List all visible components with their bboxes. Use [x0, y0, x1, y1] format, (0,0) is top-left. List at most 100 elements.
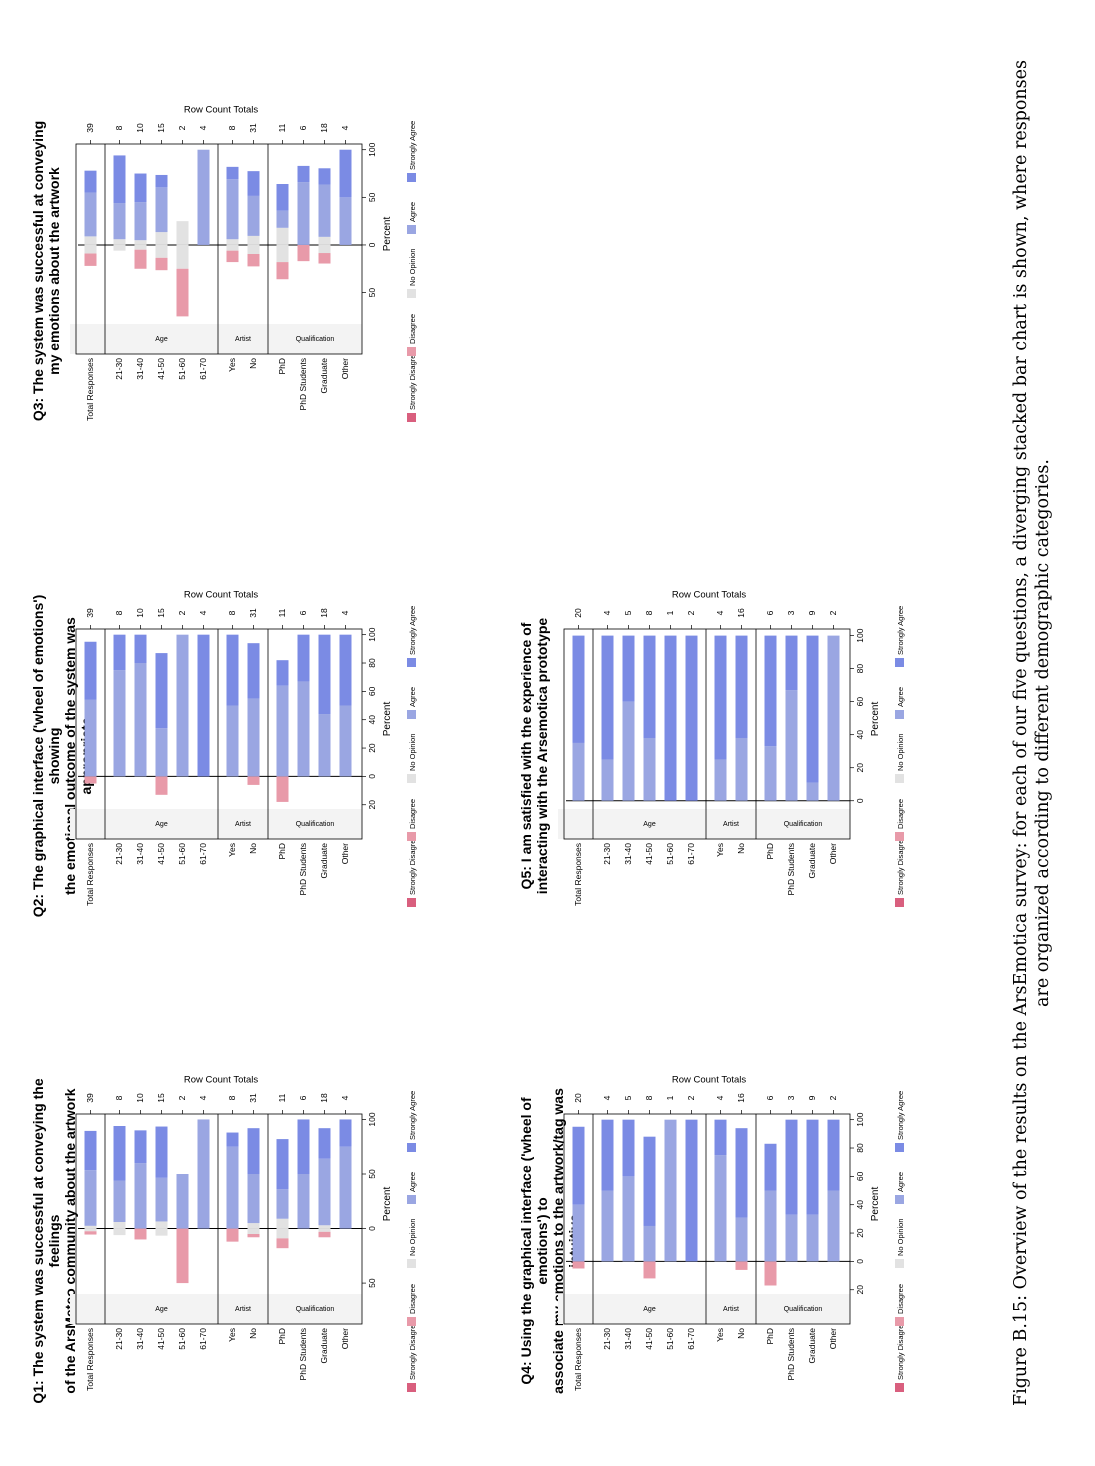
legend-swatch-strongly-disagree	[407, 898, 416, 907]
bar-segment-disagree	[735, 1261, 748, 1270]
x-tick-label: 80	[367, 658, 377, 668]
bar-segment-agree	[84, 699, 97, 777]
bar-segment-agree	[84, 1170, 97, 1226]
x-axis-label: Percent	[382, 1187, 393, 1222]
x-tick-label: 40	[855, 1200, 865, 1210]
legend-label: No Opinion	[896, 733, 905, 771]
bar-segment-agree	[785, 690, 798, 801]
bar-segment-agree	[764, 746, 777, 801]
row-total: 10	[135, 1093, 145, 1103]
bar-segment-agree	[735, 737, 748, 801]
row-total: 4	[602, 610, 612, 615]
legend-swatch-no-opinion	[407, 1259, 416, 1268]
x-axis-label: Percent	[870, 1187, 881, 1222]
row-total: 8	[114, 610, 124, 615]
bar-segment-strongly-agree	[764, 635, 777, 747]
bar-segment-agree	[572, 1204, 585, 1262]
title-line-1: Q4: Using the graphical interface ('whee…	[518, 1097, 550, 1385]
bar-segment-agree	[827, 635, 840, 801]
bar-segment-strongly-agree	[339, 1119, 352, 1147]
legend-swatch-no-opinion	[895, 1259, 904, 1268]
caption-line-2: are organized according to different dem…	[1033, 459, 1053, 1007]
bar-segment-no-opinion	[155, 244, 168, 258]
group-strip	[70, 809, 105, 839]
row-total: 18	[319, 608, 329, 618]
bar-segment-disagree	[155, 257, 168, 271]
legend-label: Strongly Disagree	[408, 1320, 417, 1380]
bar-segment-disagree	[84, 1231, 97, 1235]
row-label: 61-70	[686, 843, 696, 865]
bar-segment-disagree	[84, 776, 97, 784]
bar-segment-agree	[764, 1190, 777, 1262]
row-total: 31	[248, 608, 258, 618]
bar-segment-agree	[176, 634, 189, 777]
bar-segment-strongly-agree	[113, 1126, 126, 1181]
row-label: 61-70	[198, 358, 208, 380]
bar-segment-strongly-agree	[113, 634, 126, 671]
row-total: 9	[807, 610, 817, 615]
bar-segment-agree	[134, 663, 147, 777]
bar-segment-strongly-agree	[318, 634, 331, 715]
bar-segment-agree	[622, 701, 635, 801]
row-label: No	[248, 1328, 258, 1339]
bar-segment-strongly-agree	[134, 173, 147, 203]
legend-swatch-strongly-disagree	[407, 1383, 416, 1392]
bar-segment-agree	[806, 782, 819, 801]
row-label: PhD	[277, 358, 287, 375]
legend-swatch-no-opinion	[407, 774, 416, 783]
group-label: Artist	[235, 336, 251, 343]
row-label: Graduate	[319, 358, 329, 394]
x-tick-label: 50	[367, 1278, 377, 1288]
bar-segment-strongly-agree	[764, 1143, 777, 1191]
bar-segment-disagree	[276, 262, 289, 280]
group-strip	[268, 1294, 362, 1324]
bar-segment-strongly-agree	[572, 635, 585, 743]
bar-segment-agree	[664, 1119, 677, 1262]
row-total: 4	[198, 610, 208, 615]
group-strip	[105, 324, 218, 354]
panel-q2: Q2: The graphical interface ('wheel of e…	[30, 590, 470, 921]
row-total: 8	[114, 125, 124, 130]
bar-segment-agree	[806, 1214, 819, 1262]
legend-swatch-no-opinion	[895, 774, 904, 783]
row-label: PhD	[765, 843, 775, 860]
bar-segment-disagree	[176, 268, 189, 317]
bar-segment-strongly-agree	[226, 634, 239, 706]
bar-segment-strongly-agree	[827, 1119, 840, 1191]
row-total: 6	[765, 610, 775, 615]
group-strip	[105, 1294, 218, 1324]
bar-segment-agree	[247, 1174, 260, 1224]
bar-segment-agree	[297, 182, 310, 245]
group-label: Qualification	[296, 1306, 335, 1313]
row-total: 2	[686, 610, 696, 615]
bar-segment-agree	[247, 195, 260, 236]
bar-segment-agree	[339, 705, 352, 777]
group-strip	[558, 1294, 593, 1324]
bar-segment-agree	[226, 705, 239, 777]
row-label: 61-70	[198, 1328, 208, 1350]
row-total: 3	[786, 1095, 796, 1100]
group-strip	[70, 1294, 105, 1324]
x-tick-label: 40	[855, 730, 865, 740]
bar-segment-disagree	[155, 776, 168, 795]
bar-segment-no-opinion	[318, 1228, 331, 1232]
bar-segment-strongly-agree	[134, 634, 147, 664]
bar-segment-agree	[134, 1163, 147, 1229]
x-tick-label: 60	[367, 686, 377, 696]
bar-segment-no-opinion	[155, 1221, 168, 1229]
bar-segment-agree	[226, 1146, 239, 1229]
group-strip	[558, 809, 593, 839]
bar-segment-no-opinion	[276, 1218, 289, 1229]
bar-segment-disagree	[84, 253, 97, 266]
row-label: 41-50	[644, 1328, 654, 1350]
bar-segment-no-opinion	[276, 227, 289, 245]
row-total: 16	[736, 1093, 746, 1103]
group-label: Artist	[723, 1306, 739, 1313]
row-label: PhD Students	[786, 843, 796, 895]
bar-segment-no-opinion	[276, 244, 289, 263]
plot-frame	[75, 1113, 363, 1325]
bar-segment-strongly-agree	[735, 1128, 748, 1218]
legend-label: Disagree	[408, 1284, 417, 1314]
row-label: Other	[828, 843, 838, 864]
